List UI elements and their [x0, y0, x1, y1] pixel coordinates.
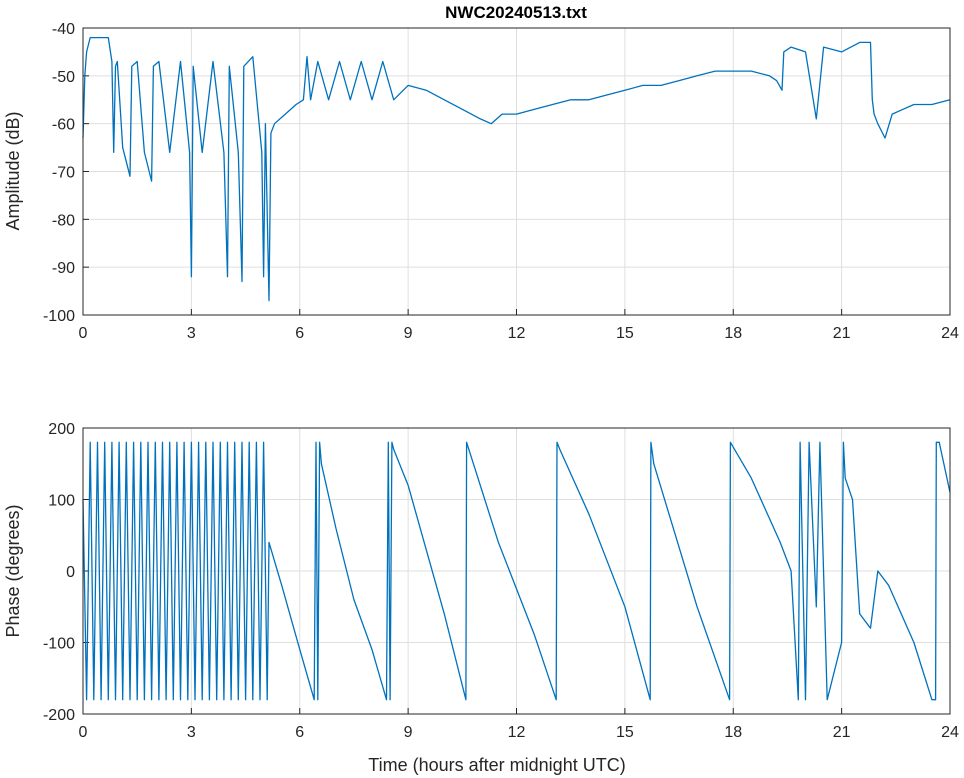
- y-tick-label: -40: [52, 21, 75, 38]
- y-tick-label: -80: [52, 212, 75, 229]
- x-tick-label: 21: [833, 724, 851, 741]
- x-axis-label: Time (hours after midnight UTC): [368, 755, 625, 775]
- amplitude-y-label: Amplitude (dB): [3, 111, 23, 230]
- x-tick-label: 6: [295, 325, 304, 342]
- x-tick-label: 3: [187, 724, 196, 741]
- phase-series-line: [82, 441, 951, 701]
- x-tick-label: 24: [941, 325, 959, 342]
- y-tick-label: 200: [48, 421, 75, 438]
- y-tick-label: 0: [66, 564, 75, 581]
- amplitude-axes: 0 3 6 9 12 15 18 21 24 -40 -50 -60 -70 -80 -90 -100: [43, 21, 959, 342]
- x-tick-label: 18: [724, 724, 742, 741]
- y-tick-label: -200: [43, 707, 75, 724]
- x-tick-label: 9: [404, 724, 413, 741]
- x-tick-label: 15: [616, 724, 634, 741]
- y-tick-label: -90: [52, 260, 75, 277]
- x-tick-label: 12: [508, 325, 526, 342]
- amplitude-series-line: [82, 36, 951, 302]
- y-tick-label: 100: [48, 493, 75, 510]
- y-tick-label: -100: [43, 636, 75, 653]
- x-tick-label: 21: [833, 325, 851, 342]
- y-tick-label: -60: [52, 117, 75, 134]
- x-tick-label: 0: [79, 325, 88, 342]
- y-tick-label: -70: [52, 165, 75, 182]
- y-tick-label: -100: [43, 308, 75, 325]
- y-tick-label: -50: [52, 69, 75, 86]
- phase-y-label: Phase (degrees): [3, 504, 23, 637]
- x-tick-label: 9: [404, 325, 413, 342]
- chart-title: NWC20240513.txt: [445, 3, 587, 22]
- x-tick-label: 12: [508, 724, 526, 741]
- x-tick-label: 3: [187, 325, 196, 342]
- phase-axes: 0 3 6 9 12 15 18 21 24 200 100 0 -100 -200: [43, 421, 959, 741]
- x-tick-label: 0: [79, 724, 88, 741]
- x-tick-label: 18: [724, 325, 742, 342]
- x-tick-label: 15: [616, 325, 634, 342]
- x-tick-label: 6: [295, 724, 304, 741]
- axes-box: [82, 27, 951, 316]
- x-tick-label: 24: [941, 724, 959, 741]
- axes-box: [82, 427, 951, 715]
